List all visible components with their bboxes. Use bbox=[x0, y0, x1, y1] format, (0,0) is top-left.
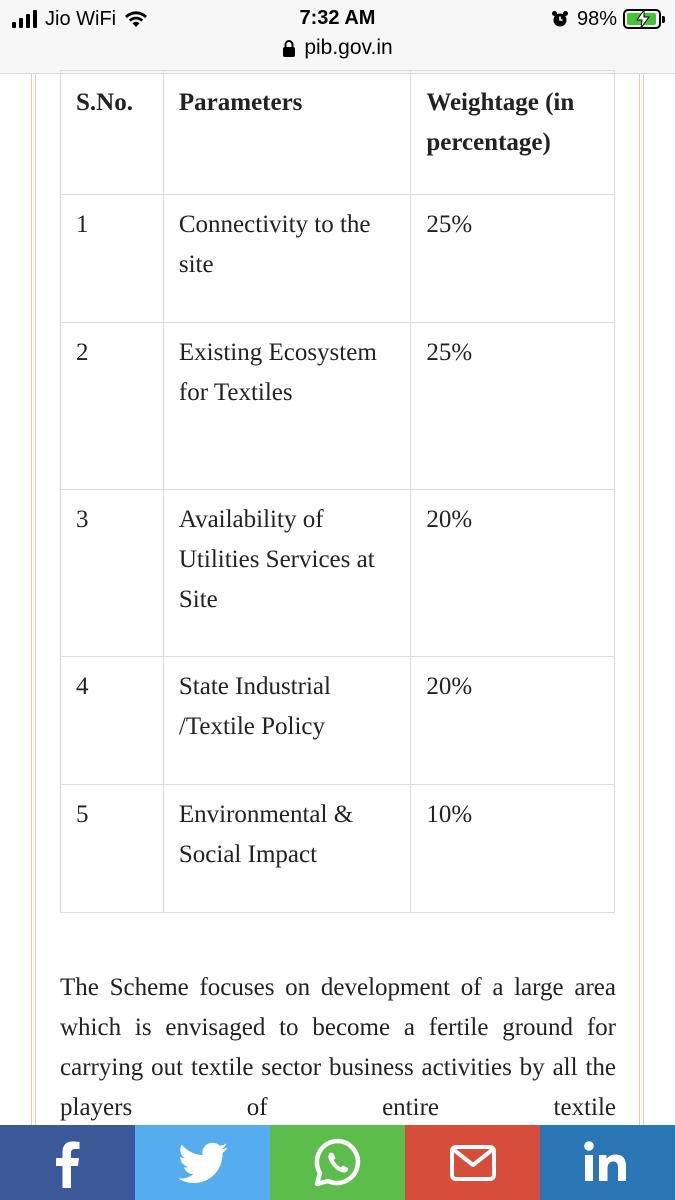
table-row: 5 Environmental & Social Impact 10% bbox=[60, 784, 615, 913]
row-weightage: 10% bbox=[410, 784, 615, 913]
row-weightage: 20% bbox=[410, 656, 615, 785]
header-weightage: Weightage (in percentage) bbox=[410, 70, 615, 195]
bolt-icon bbox=[636, 10, 650, 28]
row-sno: 3 bbox=[60, 489, 164, 657]
battery-percent: 98% bbox=[576, 7, 617, 30]
lock-icon bbox=[283, 40, 296, 57]
facebook-icon bbox=[55, 1141, 79, 1188]
url-bar[interactable]: pib.gov.in bbox=[0, 36, 675, 60]
signal-icon bbox=[12, 10, 37, 28]
row-parameter: Existing Ecosystem for Textiles bbox=[162, 322, 412, 490]
linkedin-icon bbox=[583, 1140, 626, 1181]
page-frame-left bbox=[31, 74, 36, 1126]
wifi-icon bbox=[125, 11, 148, 27]
status-left: Jio WiFi bbox=[12, 8, 148, 30]
parameters-table: S.No. Parameters Weightage (in percentag… bbox=[60, 70, 615, 913]
carrier-label: Jio WiFi bbox=[45, 7, 117, 30]
table-row: 3 Availability of Utilities Services at … bbox=[60, 489, 615, 657]
battery-cap bbox=[662, 16, 665, 23]
row-parameter: Environmental & Social Impact bbox=[162, 784, 412, 913]
twitter-icon bbox=[177, 1142, 228, 1183]
row-sno: 1 bbox=[60, 194, 164, 323]
status-bar: Jio WiFi 7:32 AM 98% pib.gov.in bbox=[0, 0, 675, 74]
row-weightage: 20% bbox=[410, 489, 615, 657]
row-parameter: Availability of Utilities Services at Si… bbox=[162, 489, 412, 657]
clock: 7:32 AM bbox=[299, 7, 376, 29]
table-row: 4 State Industrial /Textile Policy 20% bbox=[60, 656, 615, 785]
row-weightage: 25% bbox=[410, 194, 615, 323]
twitter-share-button[interactable] bbox=[135, 1125, 270, 1200]
header-sno: S.No. bbox=[60, 70, 164, 195]
table-row: 1 Connectivity to the site 25% bbox=[60, 194, 615, 323]
header-parameters: Parameters bbox=[162, 70, 412, 195]
row-parameter: Connectivity to the site bbox=[162, 194, 412, 323]
row-sno: 5 bbox=[60, 784, 164, 913]
share-bar bbox=[0, 1125, 675, 1200]
row-sno: 4 bbox=[60, 656, 164, 785]
row-sno: 2 bbox=[60, 322, 164, 490]
row-weightage: 25% bbox=[410, 322, 615, 490]
linkedin-share-button[interactable] bbox=[540, 1125, 675, 1200]
table-header-row: S.No. Parameters Weightage (in percentag… bbox=[60, 70, 615, 195]
page-frame-right bbox=[639, 74, 644, 1126]
facebook-share-button[interactable] bbox=[0, 1125, 135, 1200]
url-text: pib.gov.in bbox=[304, 36, 393, 59]
body-paragraph: The Scheme focuses on development of a l… bbox=[60, 974, 616, 1121]
row-parameter: State Industrial /Textile Policy bbox=[162, 656, 412, 785]
email-share-button[interactable] bbox=[405, 1125, 540, 1200]
email-icon bbox=[449, 1144, 496, 1181]
table-row: 2 Existing Ecosystem for Textiles 25% bbox=[60, 322, 615, 490]
alarm-icon bbox=[551, 11, 568, 27]
status-right: 98% bbox=[551, 7, 665, 30]
battery-icon bbox=[623, 9, 665, 29]
whatsapp-share-button[interactable] bbox=[270, 1125, 405, 1200]
whatsapp-icon bbox=[314, 1138, 360, 1186]
